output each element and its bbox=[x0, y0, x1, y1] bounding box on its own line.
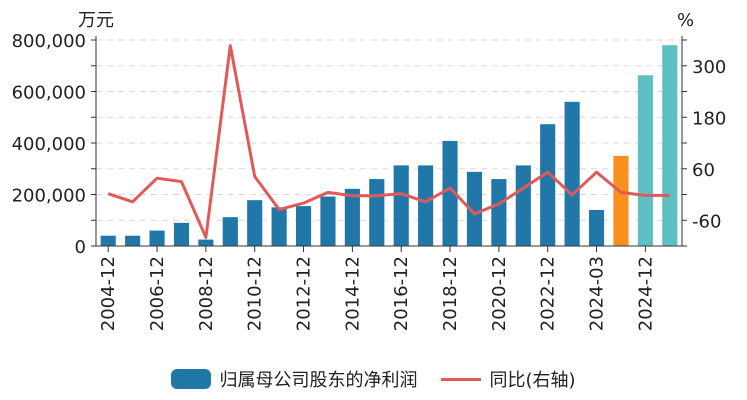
legend-swatch-net-profit bbox=[171, 369, 212, 389]
y-right-tick-label: -60 bbox=[692, 211, 721, 232]
y-left-tick-label: 800,000 bbox=[12, 31, 86, 52]
legend-item-net-profit[interactable]: 归属母公司股东的净利润 bbox=[171, 366, 417, 392]
x-tick-label: 2012-12 bbox=[294, 256, 315, 331]
bar-2009-12 bbox=[222, 217, 238, 246]
y-left-unit: 万元 bbox=[78, 10, 114, 31]
axes: 0 200,000 400,000 600,000 800,000 -60 60 180 300… bbox=[12, 31, 727, 331]
y-right-tick-label: 300 bbox=[692, 57, 726, 78]
x-tick-label: 2024-12 bbox=[635, 256, 656, 331]
bar-2016-12 bbox=[393, 165, 409, 246]
bar-2021-12 bbox=[515, 165, 531, 246]
bar-2010-12 bbox=[247, 200, 263, 246]
x-tick-label: 2006-12 bbox=[147, 256, 168, 331]
legend-swatch-yoy bbox=[441, 377, 482, 381]
bar-2019-12 bbox=[466, 171, 483, 246]
x-tick-label: 2008-12 bbox=[196, 256, 217, 331]
bar-2022-12 bbox=[540, 124, 556, 246]
bar-2012-12 bbox=[295, 206, 312, 246]
bar-2007-12 bbox=[173, 222, 190, 246]
x-tick-label: 2014-12 bbox=[342, 256, 363, 331]
legend: 归属母公司股东的净利润 同比(右轴) bbox=[0, 366, 747, 392]
legend-label-net-profit: 归属母公司股东的净利润 bbox=[219, 370, 418, 391]
bar-2011-12 bbox=[271, 207, 287, 246]
x-tick-label: 2020-12 bbox=[489, 256, 510, 331]
bar-2018-12 bbox=[442, 140, 458, 246]
yoy-line bbox=[107, 44, 670, 239]
legend-label-yoy: 同比(右轴) bbox=[489, 370, 576, 391]
bar-2008-12 bbox=[198, 239, 214, 246]
bar-2013-12 bbox=[320, 196, 336, 246]
y-right-tick-label: 60 bbox=[692, 160, 715, 181]
x-tick-label: 2024-03 bbox=[587, 256, 608, 331]
gridlines bbox=[96, 39, 682, 221]
x-tick-label: 2018-12 bbox=[440, 256, 461, 331]
x-tick-label: 2022-12 bbox=[538, 256, 559, 331]
y-left-tick-label: 400,000 bbox=[12, 134, 86, 155]
bar-2025-12 bbox=[662, 45, 678, 247]
bar-2017-12 bbox=[418, 165, 434, 246]
x-tick-label: 2004-12 bbox=[98, 256, 119, 331]
bar-2020-12 bbox=[491, 179, 507, 246]
bar-2024-12 bbox=[637, 75, 653, 246]
bar-2014-12 bbox=[344, 188, 360, 246]
legend-item-yoy[interactable]: 同比(右轴) bbox=[441, 366, 576, 392]
bar-2024-03 bbox=[588, 209, 605, 246]
y-left-tick-label: 0 bbox=[75, 237, 86, 258]
chart-svg: 0 200,000 400,000 600,000 800,000 -60 60 180 300… bbox=[12, 10, 727, 331]
bar-2006-12 bbox=[149, 230, 165, 246]
bar-2015-12 bbox=[369, 179, 385, 246]
y-right-tick-label: 180 bbox=[692, 108, 726, 129]
y-right-unit: % bbox=[677, 10, 694, 31]
y-left-tick-label: 200,000 bbox=[12, 186, 86, 207]
x-tick-label: 2016-12 bbox=[391, 256, 412, 331]
bar-series bbox=[100, 45, 678, 247]
x-tick-label: 2010-12 bbox=[245, 256, 266, 331]
bar-2024-09 bbox=[613, 155, 629, 246]
bar-2004-12 bbox=[100, 235, 116, 246]
bar-2005-12 bbox=[125, 235, 141, 246]
bar-2023-12 bbox=[564, 101, 580, 246]
line-series bbox=[107, 44, 670, 239]
y-left-tick-label: 600,000 bbox=[12, 83, 86, 104]
